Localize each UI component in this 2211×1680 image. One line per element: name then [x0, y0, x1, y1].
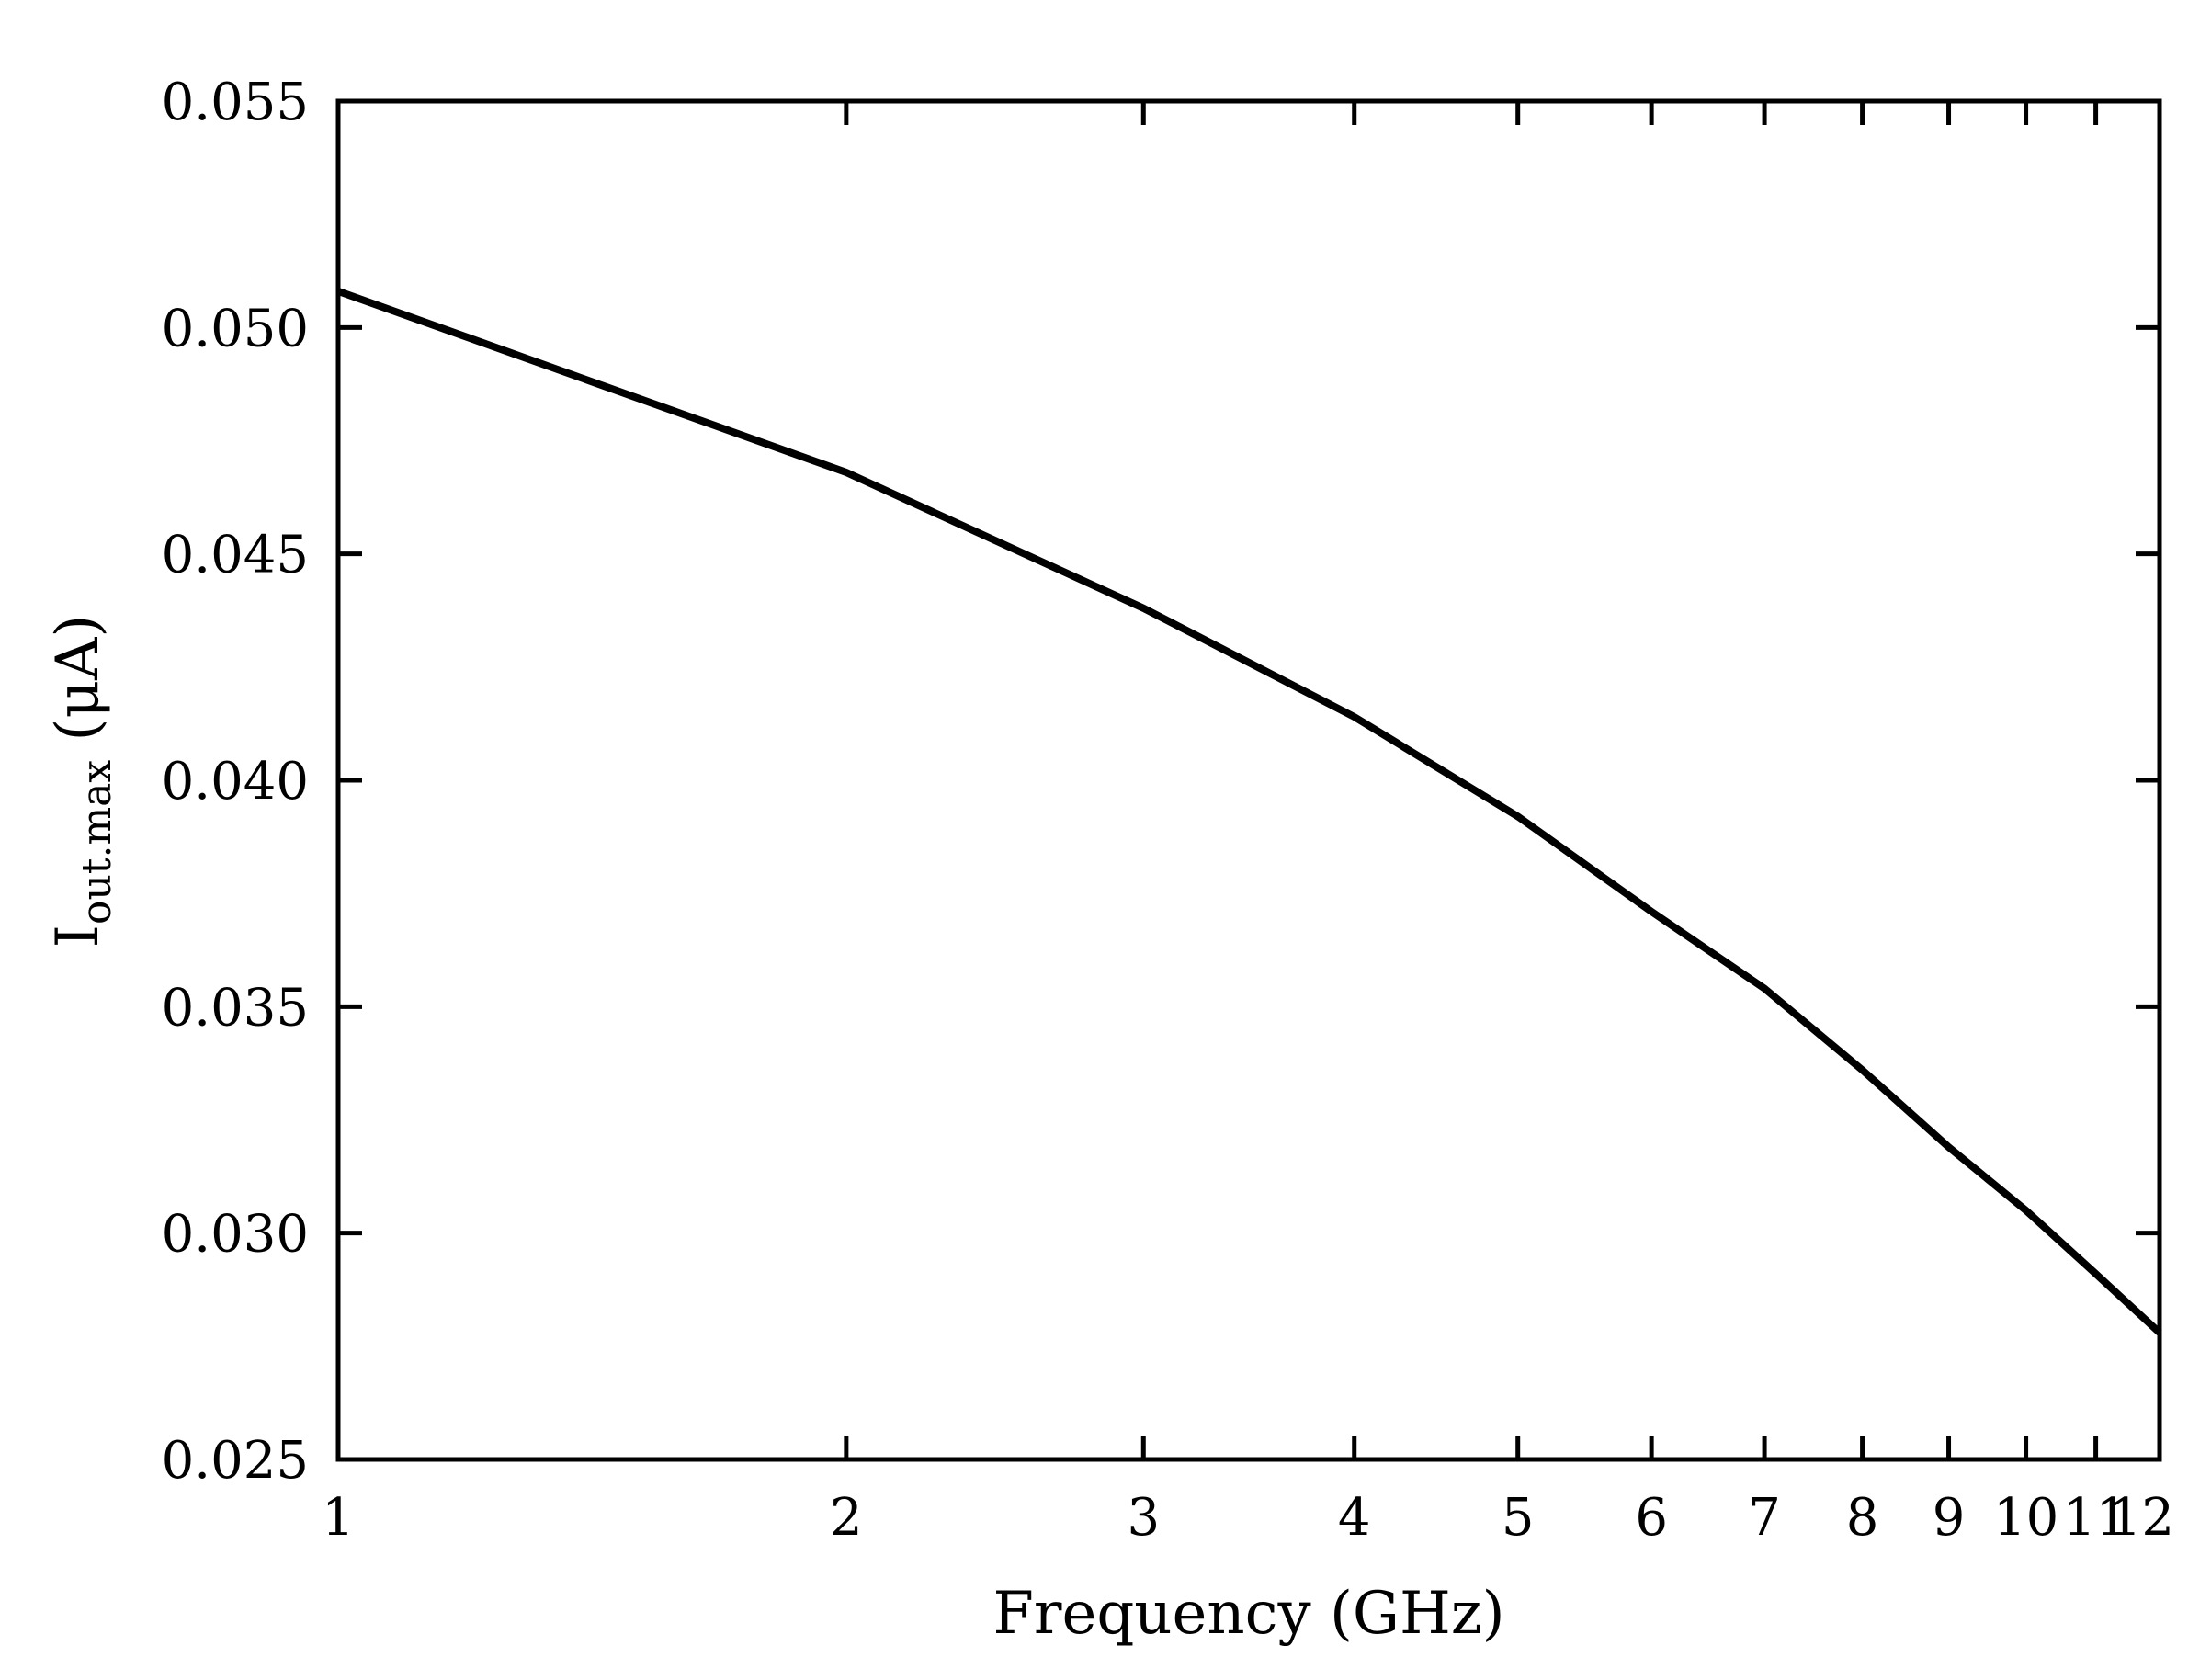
- x-tick-label: 2: [830, 1488, 863, 1548]
- y-tick-label: 0.030: [162, 1205, 309, 1265]
- y-tick-label: 0.025: [162, 1431, 309, 1491]
- y-tick-label: 0.040: [162, 752, 309, 812]
- series-line: [336, 288, 2162, 1336]
- y-tick-label: 0.050: [162, 299, 309, 358]
- y-tick-label: 0.055: [162, 73, 309, 132]
- x-tick-label: 7: [1748, 1488, 1781, 1548]
- x-tick-label: 3: [1127, 1488, 1160, 1548]
- x-tick-label: 6: [1635, 1488, 1668, 1548]
- x-tick-label: 12: [2109, 1488, 2174, 1548]
- y-axis-title-unit: (μA): [44, 615, 112, 760]
- x-tick-label: 9: [1933, 1488, 1966, 1548]
- x-axis-title: Frequency (GHz): [992, 1580, 1504, 1648]
- x-tick-label: 8: [1846, 1488, 1879, 1548]
- y-tick-label: 0.045: [162, 526, 309, 585]
- ticks-layer: [335, 98, 2162, 1462]
- x-tick-label: 10: [1993, 1488, 2058, 1548]
- y-axis-title-main: I: [44, 925, 112, 948]
- plot-frame: [335, 98, 2162, 1462]
- y-tick-label: 0.035: [162, 978, 309, 1038]
- x-tick-label: 11: [2063, 1488, 2128, 1548]
- x-tick-label: 5: [1502, 1488, 1535, 1548]
- tick-labels-layer: 1 2 3 4 5 6 7 8 9 10 11120.0250.0300.0350.0400.045…: [162, 73, 2174, 1548]
- x-tick-label: 1: [322, 1488, 355, 1548]
- y-axis-title: Iout.max (μA): [44, 615, 120, 948]
- y-axis-title-subscript: out.max: [74, 760, 120, 925]
- x-tick-label: 4: [1338, 1488, 1371, 1548]
